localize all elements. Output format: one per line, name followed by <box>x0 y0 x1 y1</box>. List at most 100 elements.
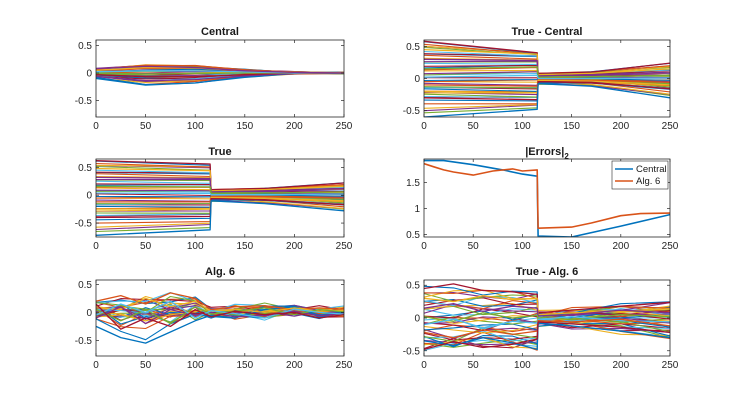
y-tick-label: 0.5 <box>406 230 420 241</box>
legend-errors: Central Alg. 6 <box>611 160 669 190</box>
y-tick-label: 0 <box>414 314 420 325</box>
legend-label-central: Central <box>636 164 667 175</box>
x-tick-label: 250 <box>662 360 679 371</box>
series-line-true-5 <box>96 195 344 203</box>
series-line-true-minus-central-6 <box>424 79 670 94</box>
series-line-true-minus-central-8 <box>424 82 670 117</box>
x-tick-label: 50 <box>468 121 480 132</box>
x-tick-label: 150 <box>563 360 580 371</box>
y-tick-label: 0 <box>86 191 92 202</box>
y-tick-label: 1.5 <box>406 178 420 189</box>
ticks-errors: 0 50 100 150 200 250 0.5 1 1.5 <box>406 159 679 252</box>
legend-label-alg6: Alg. 6 <box>636 176 660 187</box>
axes-frame-alg6 <box>95 279 345 357</box>
x-tick-label: 100 <box>514 360 531 371</box>
errors-title-main: |Errors| <box>525 146 564 158</box>
x-tick-label: 50 <box>140 360 152 371</box>
series-group-true <box>96 160 344 236</box>
y-tick-label: -0.5 <box>75 336 93 347</box>
series-group-true-minus-central <box>424 40 670 117</box>
series-line-true-minus-alg6-6 <box>424 322 670 351</box>
panel-title-true: True <box>208 146 231 158</box>
series-line-true-minus-central-4 <box>424 74 670 80</box>
panel-title-alg6: Alg. 6 <box>205 266 235 278</box>
x-tick-label: 0 <box>93 121 99 132</box>
series-line-alg6-5 <box>96 300 344 319</box>
x-tick-label: 250 <box>336 121 353 132</box>
x-tick-label: 150 <box>563 241 580 252</box>
series-group-central <box>96 64 344 86</box>
ticks-alg6: 0 50 100 150 200 250 -0.5 0 0.5 <box>75 280 353 371</box>
series-fill-line-true-minus-alg6-30 <box>424 320 670 351</box>
x-tick-label: 250 <box>662 241 679 252</box>
panel-title-true-minus-central: True - Central <box>512 26 583 38</box>
y-tick-label: 0 <box>86 69 92 80</box>
x-tick-label: 100 <box>187 121 204 132</box>
x-tick-label: 150 <box>236 360 253 371</box>
x-tick-label: 150 <box>563 121 580 132</box>
x-tick-label: 250 <box>336 241 353 252</box>
series-line-alg6-4 <box>96 306 344 325</box>
series-line-central-7 <box>96 65 344 74</box>
panel-title-true-minus-alg6: True - Alg. 6 <box>516 266 579 278</box>
y-tick-label: 0.5 <box>406 42 420 53</box>
axes-frame-true-minus-central <box>423 39 671 118</box>
y-tick-label: 0.5 <box>406 281 420 292</box>
y-tick-label: 1 <box>414 204 420 215</box>
x-tick-label: 200 <box>286 121 303 132</box>
panel-true: True 0 50 100 150 200 250-0.500.5 <box>75 146 353 252</box>
axes-frame-true-minus-alg6 <box>423 279 671 357</box>
x-tick-label: 150 <box>236 241 253 252</box>
panel-title-errors: |Errors|2 <box>525 146 569 161</box>
x-tick-label: 50 <box>140 241 152 252</box>
y-tick-label: -0.5 <box>75 219 93 230</box>
panel-errors: |Errors|2 0 50 100 150 200 250 0.5 1 1.5 Central… <box>406 146 679 252</box>
panel-true-minus-alg6: True - Alg. 6 0 50 100 150 200 250-0.500.5 <box>403 266 679 371</box>
series-line-errors-0 <box>424 159 670 237</box>
series-line-true-minus-alg6-7 <box>424 321 670 351</box>
y-tick-label: 0 <box>414 74 420 85</box>
x-tick-label: 0 <box>421 121 427 132</box>
series-line-true-3 <box>96 185 344 195</box>
series-group-alg6 <box>96 291 344 344</box>
errors-title-subscript: 2 <box>564 152 569 161</box>
y-tick-label: 0.5 <box>78 41 92 52</box>
x-tick-label: 50 <box>468 241 480 252</box>
x-tick-label: 250 <box>662 121 679 132</box>
x-tick-label: 200 <box>612 360 629 371</box>
y-tick-label: 0.5 <box>78 280 92 291</box>
x-tick-label: 100 <box>187 241 204 252</box>
series-line-true-minus-central-7 <box>424 81 670 101</box>
x-tick-label: 50 <box>468 360 480 371</box>
series-line-true-minus-alg6-3 <box>424 312 670 322</box>
series-line-true-4 <box>96 192 344 196</box>
series-line-true-minus-alg6-4 <box>424 316 670 329</box>
x-tick-label: 0 <box>421 241 427 252</box>
x-tick-label: 100 <box>514 121 531 132</box>
axes-frame-central <box>95 39 345 118</box>
y-tick-label: 0.5 <box>78 163 92 174</box>
series-fill-line-true-minus-alg6-1 <box>424 285 670 317</box>
x-tick-label: 100 <box>514 241 531 252</box>
series-line-true-6 <box>96 196 344 210</box>
y-tick-label: 0 <box>86 308 92 319</box>
x-tick-label: 200 <box>612 121 629 132</box>
axes-frame-true <box>95 158 345 238</box>
series-group-errors <box>424 159 670 237</box>
x-tick-label: 200 <box>612 241 629 252</box>
y-tick-label: -0.5 <box>403 106 421 117</box>
x-tick-label: 0 <box>421 360 427 371</box>
series-line-alg6-6 <box>96 303 344 330</box>
x-tick-label: 0 <box>93 360 99 371</box>
x-tick-label: 100 <box>187 360 204 371</box>
axes-frame-errors <box>423 158 671 238</box>
panel-central: Central 0 50 100 150 200 250 -0.5 0 0.5 <box>75 26 353 132</box>
ticks-true: 0 50 100 150 200 250-0.500.5 <box>75 159 353 252</box>
y-tick-label: -0.5 <box>75 96 93 107</box>
series-group-true-minus-alg6 <box>424 283 670 351</box>
x-tick-label: 0 <box>93 241 99 252</box>
x-tick-label: 200 <box>286 241 303 252</box>
x-tick-label: 50 <box>140 121 152 132</box>
panel-true-minus-central: True - Central 0 50 100 150 200 250-0.500.5 <box>403 26 679 132</box>
